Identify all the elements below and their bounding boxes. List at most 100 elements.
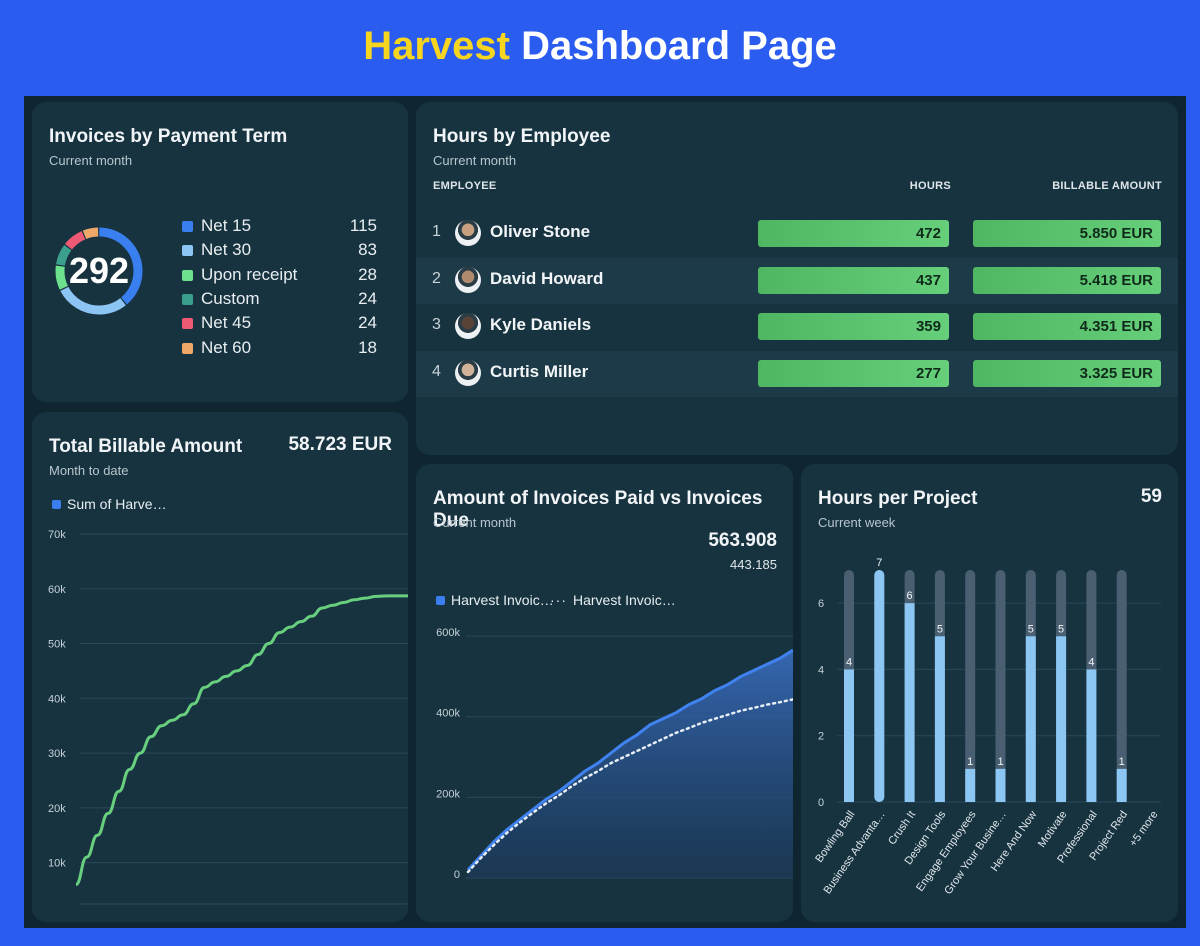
bar-value-label: 5 xyxy=(937,623,943,635)
col-employee-header[interactable]: EMPLOYEE xyxy=(433,180,497,192)
legend-label: Harvest Invoic… xyxy=(451,592,554,608)
legend-label: Upon receipt xyxy=(201,264,298,284)
bar[interactable] xyxy=(1025,636,1036,802)
donut-chart[interactable] xyxy=(54,226,144,316)
paid-area[interactable] xyxy=(468,650,793,878)
donut-slice-2[interactable] xyxy=(55,227,143,315)
y-tick-label: 600k xyxy=(436,627,460,639)
bar[interactable] xyxy=(934,636,945,802)
legend-row[interactable]: Net 30 83 xyxy=(182,240,377,264)
billable-value: 5.418 EUR xyxy=(1079,271,1153,289)
legend-label: Net 15 xyxy=(201,216,252,235)
hours-value: 472 xyxy=(915,225,941,242)
bar[interactable] xyxy=(874,570,885,802)
card-subtitle: Month to date xyxy=(49,463,129,478)
legend-label: Net 60 xyxy=(201,337,252,357)
table-row[interactable]: 1 Oliver Stone 472 5.850 EUR xyxy=(416,211,1178,257)
y-tick-label: 0 xyxy=(454,869,460,881)
legend-swatch xyxy=(436,596,445,605)
legend-item-paid[interactable]: Harvest Invoic… xyxy=(436,592,554,608)
total-billable-card[interactable]: Total Billable Amount Month to date 58.7… xyxy=(32,412,408,922)
page-title-rest: Dashboard Page xyxy=(510,24,837,68)
billable-value: 5.850 EUR xyxy=(1079,225,1153,242)
due-line[interactable] xyxy=(466,698,793,874)
due-value: 443.185 xyxy=(730,557,777,572)
row-rank: 3 xyxy=(432,316,441,333)
y-tick-label: 200k xyxy=(436,788,460,800)
bar[interactable] xyxy=(1086,669,1097,802)
paid-vs-due-card[interactable]: Amount of Invoices Paid vs Invoices Due … xyxy=(416,464,793,922)
legend-row[interactable]: Custom 24 xyxy=(182,289,377,313)
col-billable-header[interactable]: BILLABLE AMOUNT xyxy=(1052,180,1162,192)
bar-value-label: 5 xyxy=(1028,623,1034,635)
hours-bar: 359 xyxy=(758,313,949,340)
x-tick-label: +5 more xyxy=(1127,809,1160,849)
table-row[interactable]: 4 Curtis Miller 277 3.325 EUR xyxy=(416,350,1178,397)
legend-swatch xyxy=(52,500,61,509)
legend-item[interactable]: Sum of Harve… xyxy=(52,496,167,512)
legend-swatch xyxy=(182,318,193,330)
y-tick-label: 60k xyxy=(48,584,66,596)
legend-row[interactable]: Net 15 115 xyxy=(182,216,377,240)
legend-value: 83 xyxy=(358,240,377,260)
billable-line-chart[interactable]: 10k 20k 30k 40k 50k 60k 70k xyxy=(32,412,408,922)
y-tick-label: 6 xyxy=(818,598,824,610)
legend-value: 24 xyxy=(358,288,377,308)
bar[interactable] xyxy=(844,669,854,802)
legend-swatch xyxy=(182,293,193,305)
hours-by-employee-card[interactable]: Hours by Employee Current month EMPLOYEE… xyxy=(416,102,1178,455)
legend-swatch xyxy=(182,342,193,354)
donut-slice-0[interactable] xyxy=(55,227,143,315)
bar[interactable] xyxy=(1116,768,1127,802)
y-tick-label: 2 xyxy=(818,731,824,743)
avatar xyxy=(455,313,481,339)
employee-name: David Howard xyxy=(490,268,604,288)
legend-swatch xyxy=(182,221,193,232)
y-tick-label: 50k xyxy=(48,639,66,651)
donut-total: 292 xyxy=(68,250,130,291)
avatar xyxy=(455,220,481,246)
bar-value-label: 4 xyxy=(1088,656,1094,668)
bar-value-label: 7 xyxy=(876,557,882,569)
bar[interactable] xyxy=(904,603,915,802)
paid-line[interactable] xyxy=(466,648,793,871)
y-tick-label: 10k xyxy=(48,858,66,870)
billable-bar: 5.850 EUR xyxy=(973,220,1161,247)
bar-value-label: 6 xyxy=(907,590,913,602)
y-tick-label: 400k xyxy=(436,708,460,720)
legend-value: 28 xyxy=(358,264,377,284)
card-subtitle: Current month xyxy=(433,153,517,168)
payment-term-card[interactable]: Invoices by Payment Term Current month 2… xyxy=(32,102,408,402)
table-row[interactable]: 2 David Howard 437 5.418 EUR xyxy=(416,257,1178,304)
hours-bar: 277 xyxy=(758,359,949,387)
legend-row[interactable]: Upon receipt 28 xyxy=(182,265,377,289)
hours-bar: 437 xyxy=(758,266,949,294)
page-title-accent: Harvest xyxy=(363,24,510,68)
row-rank: 2 xyxy=(432,269,441,287)
bar-value-label: 1 xyxy=(1119,756,1125,768)
bar-track xyxy=(1116,570,1127,802)
legend-label: Net 30 xyxy=(201,240,252,260)
legend-row[interactable]: Net 60 18 xyxy=(182,338,377,362)
legend-item-due[interactable]: ··· Harvest Invoic… xyxy=(550,592,676,608)
total-billable-value: 58.723 EUR xyxy=(288,434,392,455)
bar[interactable] xyxy=(1056,636,1067,802)
bar-value-label: 1 xyxy=(997,756,1003,768)
hours-per-project-total: 59 xyxy=(1140,486,1162,507)
legend-value: 24 xyxy=(358,313,377,333)
table-row[interactable]: 3 Kyle Daniels 359 4.351 EUR xyxy=(416,304,1178,350)
paid-vs-due-chart[interactable]: 0 200k 400k 600k xyxy=(416,464,793,922)
row-rank: 1 xyxy=(432,223,441,240)
bar-value-label: 1 xyxy=(967,756,973,768)
bar[interactable] xyxy=(965,768,976,802)
series-line[interactable] xyxy=(75,594,408,887)
bar[interactable] xyxy=(995,768,1006,802)
donut-slice-1[interactable] xyxy=(55,227,143,315)
legend-label: Net 45 xyxy=(201,313,252,333)
card-subtitle: Current week xyxy=(818,515,896,530)
card-title: Hours by Employee xyxy=(433,126,611,147)
legend-row[interactable]: Net 45 24 xyxy=(182,313,377,337)
col-hours-header[interactable]: HOURS xyxy=(909,180,951,192)
